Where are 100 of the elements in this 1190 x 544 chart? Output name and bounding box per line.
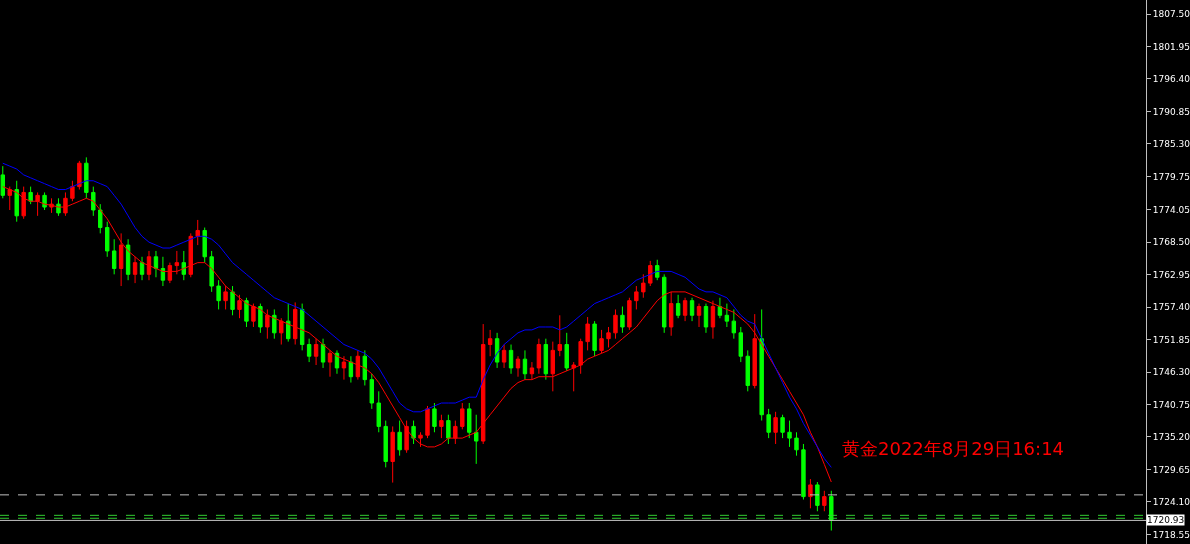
candlestick: [710, 300, 716, 340]
candlestick: [111, 238, 117, 275]
candlestick: [383, 420, 388, 468]
candlestick: [522, 349, 528, 381]
candlestick: [571, 361, 576, 392]
candlestick: [348, 355, 354, 384]
y-tick-label: 1718.55: [1152, 529, 1190, 540]
candlestick: [105, 221, 110, 258]
candlestick: [397, 420, 402, 457]
candlestick: [14, 180, 19, 223]
candlestick: [258, 303, 263, 334]
candlestick: [599, 329, 604, 354]
candlestick: [49, 197, 54, 214]
candlestick: [808, 478, 813, 509]
candlestick: [306, 338, 312, 363]
candlestick: [390, 425, 395, 484]
candlestick: [146, 250, 152, 281]
candlestick: [355, 349, 361, 381]
candlestick: [223, 285, 228, 310]
candlestick: [376, 390, 381, 433]
candlestick: [28, 186, 33, 205]
candlestick: [467, 402, 472, 439]
candlestick: [418, 431, 423, 448]
candlestick: [35, 191, 40, 217]
candlestick: [543, 338, 549, 381]
y-tick-label: 1724.10: [1152, 497, 1190, 508]
candlestick: [822, 490, 827, 512]
candlestick: [202, 227, 207, 264]
candlestick: [536, 338, 542, 375]
candlestick: [244, 297, 249, 328]
text: 黄金2022年8月29日16:14: [842, 438, 1065, 459]
candlestick: [613, 308, 618, 340]
candlestick: [195, 219, 200, 246]
candlestick: [84, 156, 89, 199]
candlestick: [153, 250, 159, 278]
candlestick: [627, 297, 632, 331]
y-tick-label: 1762.95: [1152, 269, 1190, 280]
candlestick: [675, 294, 681, 319]
candlestick: [293, 301, 298, 346]
candlestick: [460, 402, 465, 430]
candlestick: [98, 203, 103, 234]
candlestick: [439, 414, 444, 439]
candlestick: [620, 306, 625, 334]
candlestick: [160, 256, 166, 287]
candlestick: [801, 443, 806, 501]
candlestick: [480, 323, 486, 445]
candlestick: [425, 405, 430, 439]
candlestick: [118, 232, 124, 287]
candlestick: [501, 344, 507, 369]
candlestick: [362, 349, 368, 386]
candlestick: [689, 297, 695, 322]
candlestick: [272, 308, 277, 340]
candlestick: [696, 303, 702, 328]
y-tick-label: 1751.85: [1152, 334, 1190, 345]
y-tick-label: 1735.20: [1152, 432, 1190, 443]
candlestick: [63, 191, 68, 217]
candlestick: [829, 490, 834, 532]
y-tick-label: 1796.40: [1152, 74, 1190, 85]
candlestick: [564, 332, 569, 372]
candlestick: [432, 402, 437, 433]
candlestick: [780, 414, 785, 439]
candlestick: [474, 414, 479, 465]
candlestick: [251, 303, 256, 328]
y-tick-label: 1801.95: [1152, 41, 1190, 52]
candlestick: [453, 420, 458, 445]
candlestick: [265, 308, 270, 340]
candlestick: [167, 262, 173, 284]
candlestick: [752, 313, 757, 389]
candlestick: [320, 338, 326, 369]
candlestick: [550, 341, 556, 392]
candlestick: [237, 294, 242, 319]
candlestick: [230, 285, 235, 316]
candlestick: [279, 317, 284, 346]
y-tick-label: 1779.75: [1152, 171, 1190, 182]
candlestick: [578, 338, 583, 375]
y-tick-label: 1729.65: [1152, 464, 1190, 475]
candlestick: [668, 291, 674, 337]
candlestick: [794, 431, 799, 457]
candlestick: [70, 180, 75, 202]
candlestick: [745, 349, 750, 392]
candlestick: [299, 303, 305, 351]
candlestick: [139, 256, 145, 281]
y-tick-label: 1757.40: [1152, 302, 1190, 313]
candlestick: [717, 297, 723, 319]
candlestick: [188, 232, 193, 278]
candlestick: [515, 355, 521, 378]
candlestick: [91, 186, 96, 217]
candlestick: [446, 414, 451, 445]
candlestick: [529, 361, 535, 381]
y-tick-label: 1790.85: [1152, 106, 1190, 117]
candlestick: [724, 303, 730, 328]
candlestick: [759, 308, 764, 422]
candlestick: [655, 259, 660, 281]
candlestick: [557, 314, 562, 357]
candlestick: [641, 273, 646, 299]
y-tick-label: 1746.30: [1152, 367, 1190, 378]
candlestick: [404, 420, 409, 454]
candlestick: [662, 273, 667, 334]
y-tick-label: 1785.30: [1152, 139, 1190, 150]
candlestick: [508, 344, 514, 375]
